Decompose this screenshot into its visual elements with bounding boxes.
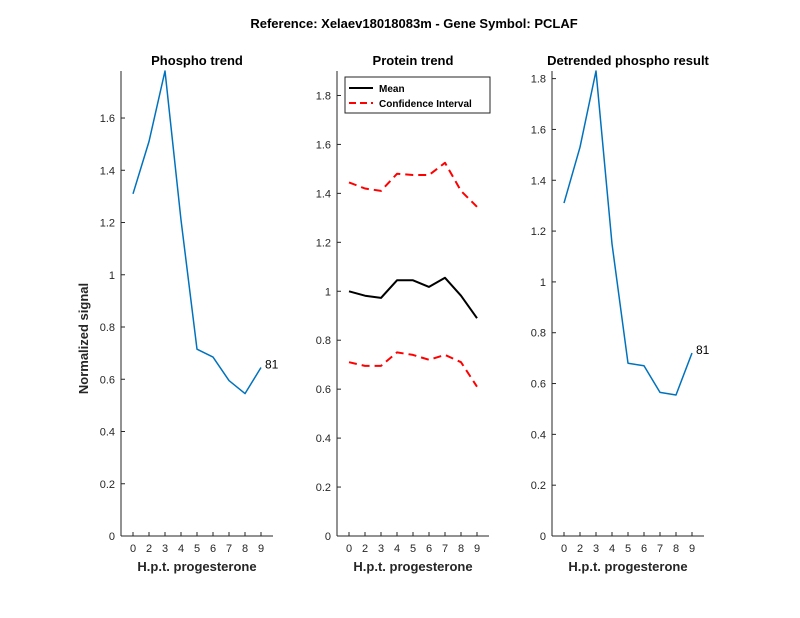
y-tick-label: 1.6 [100,113,115,125]
x-axis-label: H.p.t. progesterone [137,559,256,574]
x-tick-label: 8 [673,543,679,555]
y-tick-label: 0.6 [531,379,546,391]
legend-box [344,76,491,114]
x-tick-label: 0 [130,543,136,555]
subplot-title: Detrended phospho result [547,53,709,68]
x-tick-label: 9 [689,543,695,555]
x-tick-label: 0 [561,543,567,555]
x-tick-label: 4 [178,543,184,555]
y-tick-label: 1 [109,270,115,282]
y-tick-label: 1.6 [316,139,331,151]
series-line-detrended [563,70,693,396]
x-tick-label: 3 [162,543,168,555]
y-tick-label: 1.8 [531,74,546,86]
y-tick-label: 1.4 [100,165,115,177]
y-tick-label: 1.2 [316,237,331,249]
x-tick-label: 5 [625,543,631,555]
y-tick-label: 0.2 [531,480,546,492]
y-tick-label: 0.2 [100,479,115,491]
series-line-confidence-interval [348,161,478,208]
x-tick-label: 3 [593,543,599,555]
y-tick-label: 0.2 [316,482,331,494]
series-line-mean [348,276,478,319]
subplot-title: Protein trend [373,53,454,68]
series-line-phospho [132,70,262,395]
x-tick-label: 6 [210,543,216,555]
x-tick-label: 3 [378,543,384,555]
x-tick-label: 8 [242,543,248,555]
subplot-title: Phospho trend [151,53,243,68]
x-tick-label: 7 [657,543,663,555]
y-tick-label: 1.6 [531,124,546,136]
y-tick-label: 0.4 [100,427,115,439]
legend-label: Mean [379,84,405,95]
x-axis-label: H.p.t. progesterone [568,559,687,574]
y-tick-label: 1.2 [100,218,115,230]
x-tick-label: 0 [346,543,352,555]
y-tick-label: 1.4 [316,188,331,200]
y-tick-label: 0.4 [531,429,546,441]
x-tick-label: 5 [194,543,200,555]
subplot-2: Protein trend 0 0.2 0.4 0.6 0.8 1 1.2 1.4 1.6 1.8 0… [316,53,491,574]
y-tick-label: 0.8 [316,335,331,347]
y-tick-label: 1.8 [316,90,331,102]
y-tick-label: 1 [540,277,546,289]
x-tick-label: 7 [442,543,448,555]
x-tick-label: 5 [410,543,416,555]
y-tick-label: 0 [325,531,331,543]
x-tick-label: 2 [577,543,583,555]
x-tick-label: 6 [426,543,432,555]
y-tick-label: 1.4 [531,175,546,187]
x-tick-label: 9 [474,543,480,555]
x-tick-label: 2 [362,543,368,555]
series-line-confidence-interval-lower [348,351,478,388]
x-axis-label: H.p.t. progesterone [353,559,472,574]
point-annotation: 81 [696,343,710,357]
x-tick-label: 2 [146,543,152,555]
y-tick-label: 0 [540,531,546,543]
x-tick-label: 8 [458,543,464,555]
x-tick-label: 9 [258,543,264,555]
y-tick-label: 1.2 [531,226,546,238]
subplot-3: Detrended phospho result 0 0.2 0.4 0.6 0.8 1 1.… [531,53,710,574]
x-tick-label: 7 [226,543,232,555]
y-tick-label: 0 [109,531,115,543]
y-tick-label: 0.8 [100,322,115,334]
figure-title: Reference: Xelaev18018083m - Gene Symbol… [250,16,577,31]
x-tick-label: 4 [394,543,400,555]
legend-label: Confidence Interval [379,99,472,110]
y-tick-label: 0.8 [531,328,546,340]
point-annotation: 81 [265,358,279,372]
y-tick-label: 1 [325,286,331,298]
x-tick-label: 4 [609,543,615,555]
y-axis-label: Normalized signal [76,283,91,394]
x-tick-label: 6 [641,543,647,555]
y-tick-label: 0.6 [100,374,115,386]
y-tick-label: 0.4 [316,433,331,445]
y-tick-label: 0.6 [316,384,331,396]
